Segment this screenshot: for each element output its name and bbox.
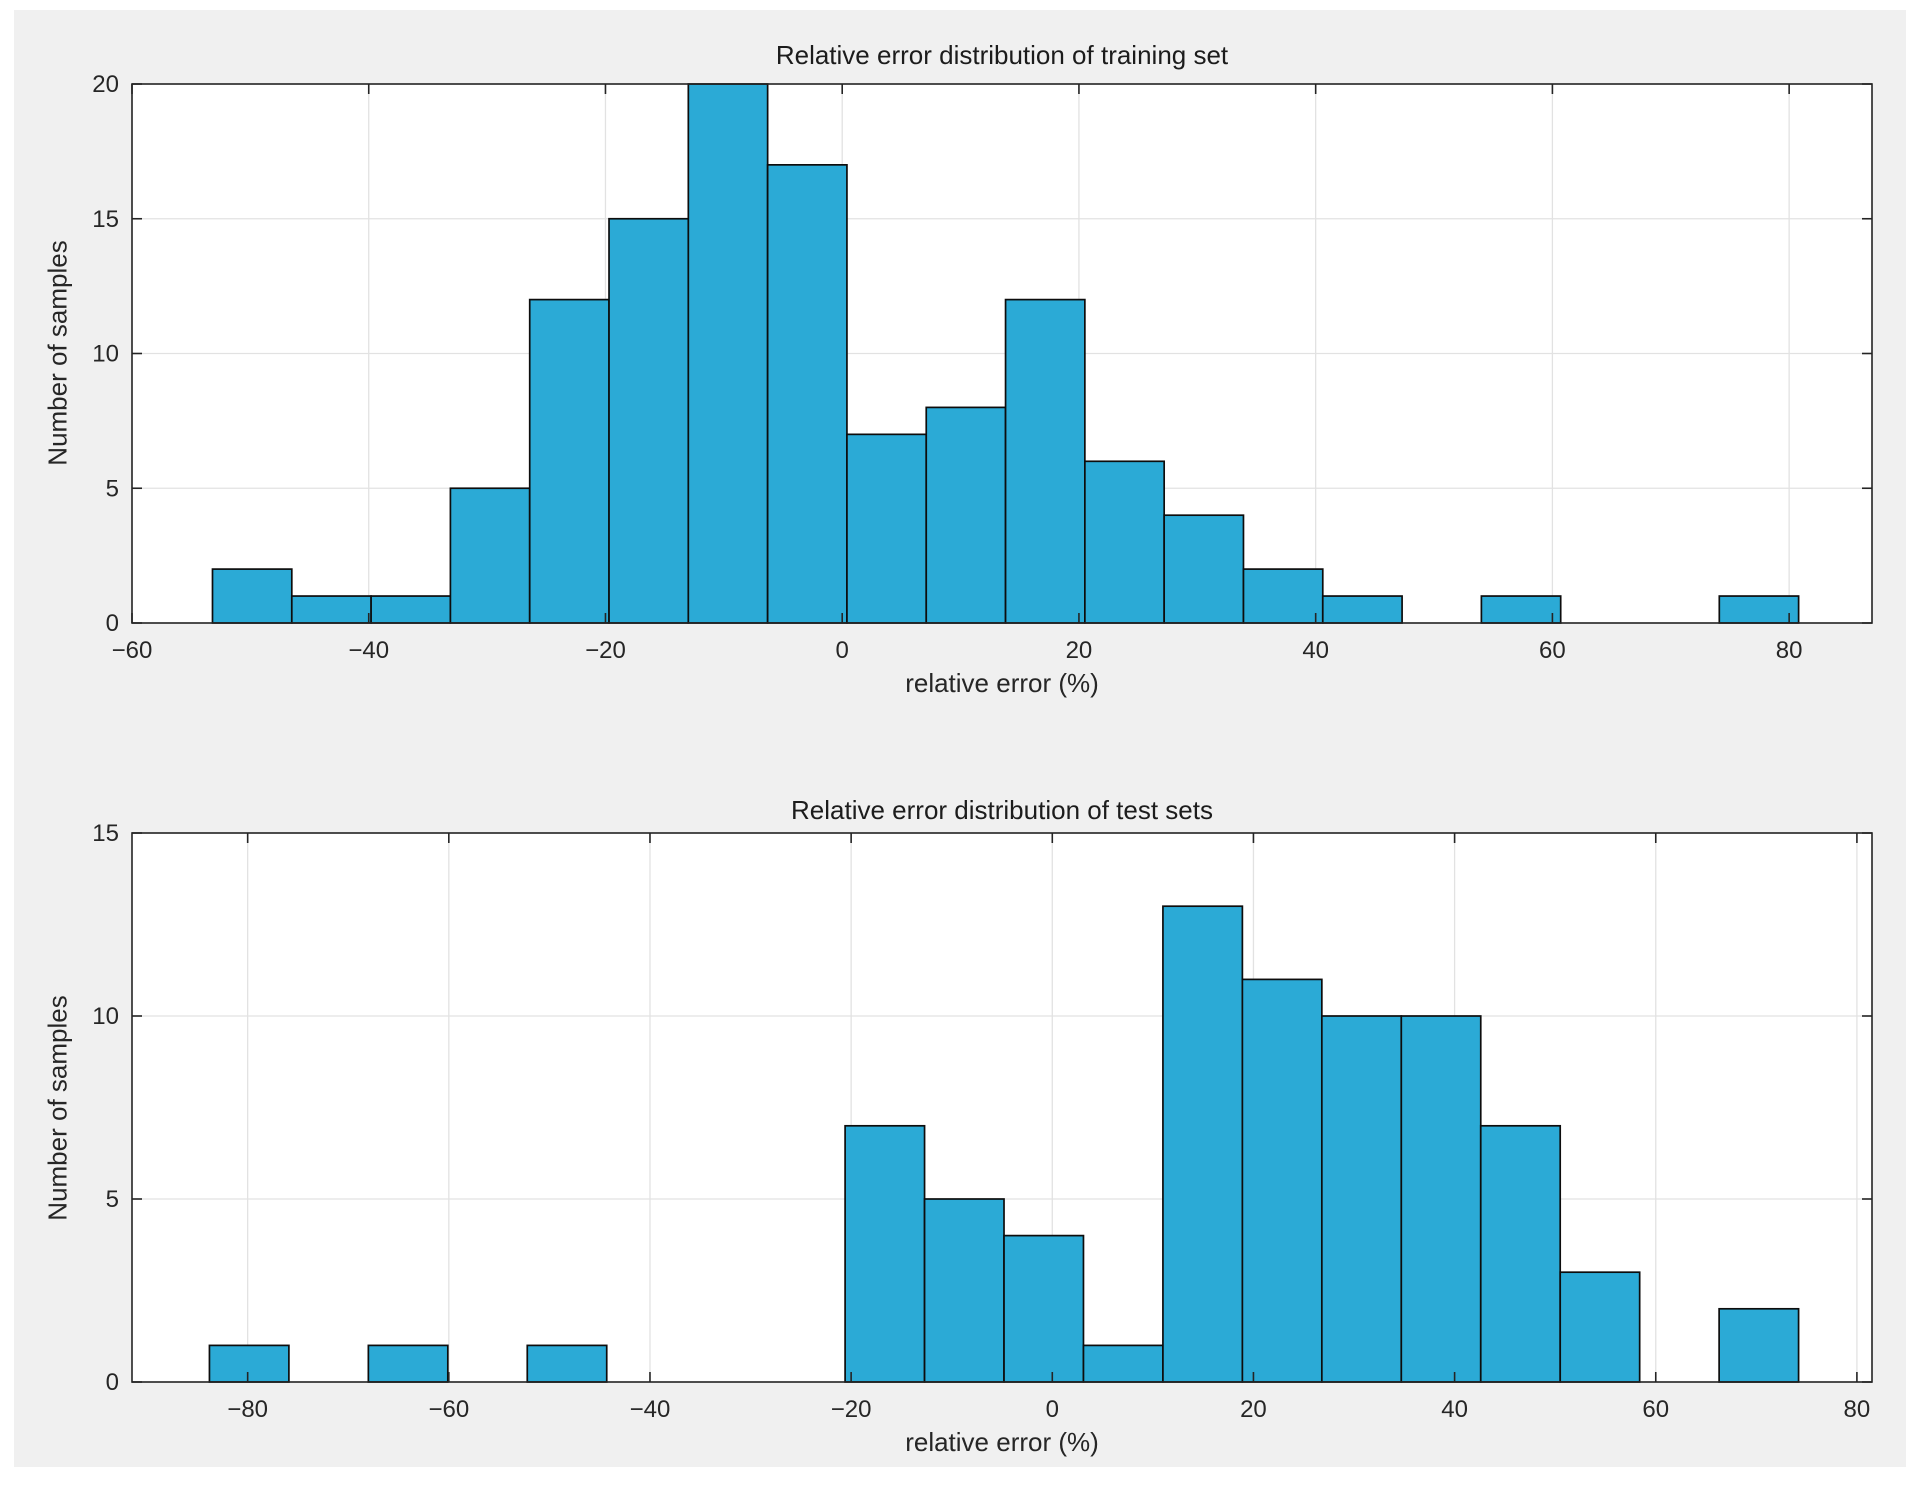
y-tick-label: 5	[106, 1186, 119, 1213]
histogram-bar	[1479, 1124, 1562, 1383]
x-tick-label: −40	[630, 1396, 671, 1423]
histogram-bar	[1320, 1015, 1403, 1383]
x-tick-label: 80	[1844, 1396, 1871, 1423]
x-tick-label: −20	[585, 637, 626, 664]
histogram-bar	[766, 164, 848, 624]
training-axes: −60 −40 −20 0 20 40 60 80 0 5 10 15 20	[92, 71, 1873, 664]
x-tick-label: 0	[836, 637, 849, 664]
histogram-bar	[687, 83, 769, 624]
training-y-axis-label: Number of samples	[42, 240, 73, 466]
histogram-bar	[1003, 1234, 1085, 1383]
y-tick-label: 0	[106, 1369, 119, 1396]
x-tick-label: 40	[1441, 1396, 1468, 1423]
histogram-bar	[208, 1344, 290, 1383]
test-axes-box	[131, 832, 1873, 1383]
histogram-bar	[1718, 1307, 1800, 1383]
x-tick-label: −80	[227, 1396, 268, 1423]
test-axes: −80 −60 −40 −20 0 20 40 60 80 0 5 10 15	[92, 820, 1873, 1423]
histogram-bar	[211, 568, 293, 624]
x-tick-label: −20	[831, 1396, 872, 1423]
histogram-bar	[1718, 595, 1800, 624]
histogram-bar	[925, 406, 1007, 624]
test-chart-title: Relative error distribution of test sets	[791, 795, 1213, 825]
histogram-bar	[1321, 595, 1403, 624]
histogram-bar	[290, 595, 372, 624]
histogram-bar	[1480, 595, 1562, 624]
y-tick-label: 10	[92, 341, 119, 368]
histogram-bar	[449, 487, 531, 624]
histogram-bar	[1163, 514, 1245, 624]
x-tick-label: 40	[1302, 637, 1329, 664]
x-tick-label: 80	[1776, 637, 1803, 664]
histogram-bar	[1400, 1015, 1482, 1383]
y-tick-label: 15	[92, 206, 119, 233]
histogram-bar	[1004, 298, 1086, 624]
y-tick-label: 15	[92, 820, 119, 847]
training-chart-title: Relative error distribution of training …	[775, 40, 1229, 70]
y-tick-label: 5	[106, 475, 119, 502]
histogram-bar	[370, 595, 452, 624]
x-tick-label: −60	[112, 637, 153, 664]
y-tick-label: 20	[92, 71, 119, 98]
histogram-bar	[608, 217, 690, 624]
histogram-bar	[526, 1344, 608, 1383]
x-tick-label: 0	[1046, 1396, 1059, 1423]
y-tick-label: 0	[106, 610, 119, 637]
histogram-bar	[846, 433, 928, 624]
histogram-bar	[1162, 905, 1244, 1383]
x-tick-label: 60	[1642, 1396, 1669, 1423]
test-y-axis-label: Number of samples	[42, 995, 73, 1221]
histogram-bar	[844, 1124, 926, 1383]
x-tick-label: 20	[1066, 637, 1093, 664]
x-tick-label: −40	[348, 637, 389, 664]
histogram-bar	[1559, 1271, 1641, 1383]
histogram-bar	[1242, 568, 1324, 624]
histogram-bar	[1084, 460, 1166, 624]
histogram-bar	[923, 1198, 1005, 1383]
x-tick-label: 60	[1539, 637, 1566, 664]
histogram-bar	[528, 298, 610, 624]
histogram-bar	[1082, 1344, 1164, 1383]
x-tick-label: −60	[428, 1396, 469, 1423]
histogram-bar	[367, 1344, 449, 1383]
x-tick-label: 20	[1240, 1396, 1267, 1423]
y-tick-label: 10	[92, 1003, 119, 1030]
test-x-axis-label: relative error (%)	[905, 1427, 1099, 1457]
training-x-axis-label: relative error (%)	[905, 668, 1099, 698]
histogram-bar	[1241, 978, 1323, 1383]
